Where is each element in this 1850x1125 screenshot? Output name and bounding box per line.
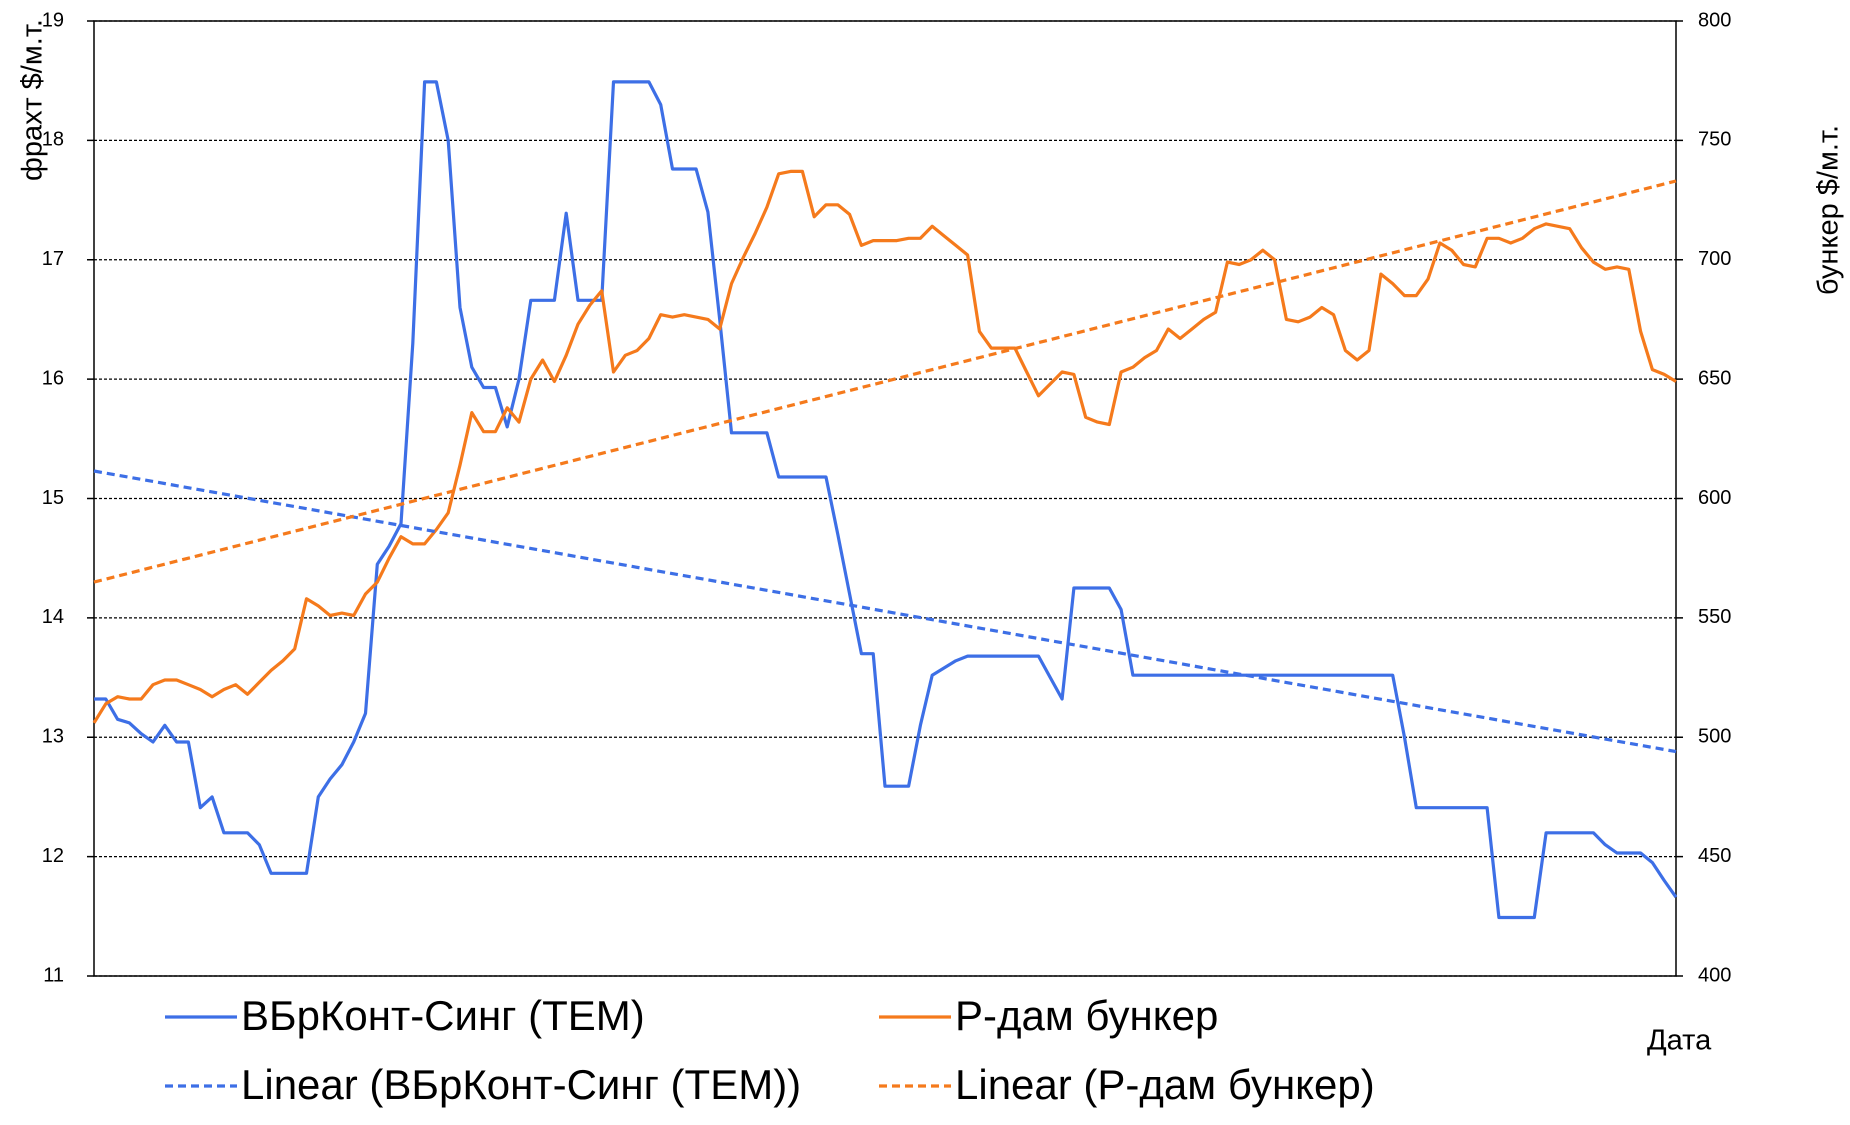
y2-axis-label: бункер $/м.т. bbox=[1813, 125, 1845, 295]
series-line bbox=[94, 80, 1678, 920]
y2-tick-label: 500 bbox=[1698, 726, 1731, 748]
y2-tick-label: 400 bbox=[1698, 964, 1731, 986]
plot-frame bbox=[93, 20, 1677, 977]
y-tick-label: 13 bbox=[42, 726, 64, 748]
y-tick-label: 14 bbox=[42, 606, 64, 628]
y-tick-label: 19 bbox=[42, 9, 64, 31]
y-tick-label: 15 bbox=[42, 487, 64, 509]
y2-tick-label: 750 bbox=[1698, 129, 1731, 151]
legend-label: ВБрКонт-Синг (TEM) bbox=[241, 992, 645, 1039]
y2-tick-label: 550 bbox=[1698, 606, 1731, 628]
y-tick-label: 11 bbox=[43, 964, 64, 986]
y-tick-label: 17 bbox=[42, 248, 64, 270]
series-line bbox=[93, 469, 1677, 754]
legend-label: Р-дам бункер bbox=[955, 992, 1218, 1039]
legend-label: Linear (Р-дам бункер) bbox=[955, 1061, 1375, 1108]
y-tick-label: 18 bbox=[42, 129, 64, 151]
y2-tick-label: 800 bbox=[1698, 9, 1731, 31]
series-line bbox=[92, 169, 1677, 724]
y2-tick-label: 700 bbox=[1698, 248, 1731, 270]
y2-tick-label: 600 bbox=[1698, 487, 1731, 509]
legend-label: Linear (ВБрКонт-Синг (TEM)) bbox=[241, 1061, 801, 1108]
y-tick-label: 16 bbox=[42, 367, 64, 389]
x-axis-label: Дата bbox=[1647, 1025, 1712, 1057]
y-tick-label: 12 bbox=[42, 845, 64, 867]
y-axis-label: фрахт $/м.т. bbox=[17, 19, 49, 181]
y2-tick-label: 450 bbox=[1698, 845, 1731, 867]
y2-tick-label: 650 bbox=[1698, 367, 1731, 389]
